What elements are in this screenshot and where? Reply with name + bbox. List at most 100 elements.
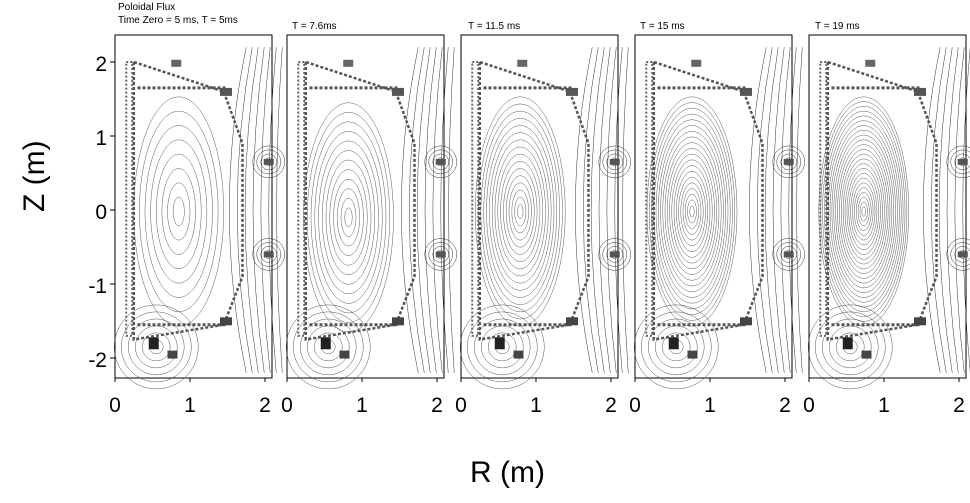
flux-surface xyxy=(500,161,541,262)
divertor-contour xyxy=(128,318,185,376)
coil-contour xyxy=(780,246,797,263)
flux-surface xyxy=(841,153,887,270)
top-coil xyxy=(691,59,702,67)
flux-surface xyxy=(646,96,738,327)
divertor-coil xyxy=(167,350,178,359)
flux-surface xyxy=(340,198,357,237)
coil-contour xyxy=(252,145,285,179)
divertor-coil xyxy=(320,337,331,350)
divertor-contour xyxy=(655,325,698,369)
open-field-line xyxy=(796,47,803,373)
flux-surface xyxy=(664,142,720,281)
flux-surface xyxy=(822,106,906,317)
flux-surface xyxy=(835,139,893,284)
coil-block xyxy=(609,251,620,258)
title-line-2: Time Zero = 5 ms, T = 5ms xyxy=(118,15,238,26)
flux-surface xyxy=(842,158,885,265)
panel-5: 0 1 2 xyxy=(803,34,970,417)
top-coil xyxy=(343,59,354,67)
lower-coil xyxy=(566,317,578,326)
coil-contour xyxy=(428,149,453,175)
flux-surface xyxy=(856,192,872,231)
divertor-coil xyxy=(148,337,159,350)
x-tick-label: 2 xyxy=(605,394,617,417)
divertor-coil xyxy=(861,350,872,359)
flux-surface xyxy=(667,148,717,275)
divertor-contour xyxy=(836,332,865,362)
vessel-wall xyxy=(478,60,590,341)
divertor-contour xyxy=(815,311,886,383)
divertor-contour xyxy=(662,332,691,362)
flux-surface xyxy=(680,182,704,241)
open-field-line xyxy=(229,47,247,373)
panel-frame xyxy=(114,34,273,379)
y-tick-label: 0 xyxy=(95,201,107,224)
coil-block xyxy=(435,158,446,165)
flux-surface xyxy=(480,110,560,313)
x-tick-label: 0 xyxy=(629,394,641,417)
flux-surface xyxy=(489,132,552,291)
flux-surface xyxy=(678,176,706,247)
upper-coil xyxy=(392,87,404,96)
flux-surface xyxy=(685,194,699,229)
divertor-contour xyxy=(314,332,343,362)
divertor-coil xyxy=(494,337,505,350)
upper-coil xyxy=(566,87,578,96)
open-field-line xyxy=(938,47,953,373)
flux-surface xyxy=(682,188,702,235)
flux-surface xyxy=(167,182,191,241)
open-field-line xyxy=(749,47,767,373)
panel-label-3: T = 11.5 ms xyxy=(468,21,521,32)
coil-contour xyxy=(950,242,970,267)
open-field-line xyxy=(923,47,941,373)
x-tick-label: 2 xyxy=(431,394,443,417)
flux-surface xyxy=(150,139,208,284)
x-tick-label: 0 xyxy=(281,394,293,417)
divertor-contour xyxy=(114,304,199,390)
center-column xyxy=(125,61,134,337)
flux-surface xyxy=(503,168,538,255)
flux-surface xyxy=(839,149,889,274)
panel-frame xyxy=(460,34,619,379)
flux-surface xyxy=(139,110,219,313)
open-field-line xyxy=(598,47,611,373)
flux-surface xyxy=(491,139,549,284)
open-field-line xyxy=(606,47,617,373)
coil-block xyxy=(609,158,620,165)
divertor-coil xyxy=(842,337,853,350)
flux-surface xyxy=(824,110,904,313)
y-tick-label: 2 xyxy=(95,53,107,76)
x-tick-label: 0 xyxy=(803,394,815,417)
flux-surface xyxy=(662,136,722,287)
flux-surface xyxy=(494,146,546,277)
coil-contour xyxy=(772,145,805,179)
vessel-wall xyxy=(652,60,764,341)
coil-block xyxy=(263,158,274,165)
panel-frame xyxy=(808,34,967,379)
divertor-contour xyxy=(307,325,350,369)
open-field-line xyxy=(260,47,271,373)
panel-3: 0 1 2 xyxy=(455,34,631,417)
flux-surface xyxy=(475,96,566,327)
coil-block xyxy=(957,158,968,165)
divertor-contour xyxy=(460,304,545,390)
top-coil xyxy=(865,59,876,67)
x-tick-label: 1 xyxy=(704,394,716,417)
flux-surface xyxy=(844,163,883,260)
vessel-wall xyxy=(304,60,416,341)
flux-surface xyxy=(307,112,390,323)
open-field-line xyxy=(276,47,283,373)
vessel-wall xyxy=(826,60,938,341)
lower-coil xyxy=(914,317,926,326)
coil-contour xyxy=(432,153,449,171)
divertor-contour xyxy=(641,311,712,383)
coil-block xyxy=(263,251,274,258)
flux-surface xyxy=(133,96,224,327)
open-field-line xyxy=(268,47,277,373)
panel-1: 0 1 2 xyxy=(109,34,285,417)
divertor-contour xyxy=(488,332,517,362)
coil-contour xyxy=(780,153,797,171)
flux-surface xyxy=(857,196,870,227)
coil-contour xyxy=(776,149,801,175)
